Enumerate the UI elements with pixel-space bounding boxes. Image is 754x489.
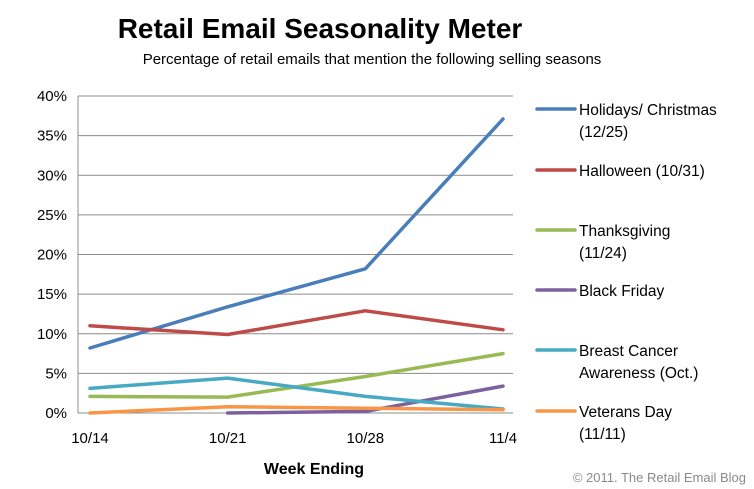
legend-label: (11/11)	[579, 426, 626, 443]
y-tick-label: 40%	[37, 88, 67, 105]
legend-item: Veterans Day (11/11)	[535, 404, 672, 443]
y-tick-label: 15%	[37, 286, 67, 303]
series-line	[88, 404, 505, 415]
series-line	[88, 376, 505, 411]
y-tick-label: 0%	[45, 405, 67, 422]
legend-item: Halloween (10/31)	[535, 163, 705, 180]
series-line	[88, 117, 505, 350]
x-tick-label: 10/28	[347, 430, 385, 447]
legend-label: Breast Cancer	[579, 343, 678, 360]
legend-item: Black Friday	[535, 283, 665, 300]
x-axis-label: Week Ending	[264, 461, 364, 478]
legend-label: (12/25)	[579, 124, 628, 141]
series-line	[88, 351, 505, 399]
legend-label: Halloween (10/31)	[579, 163, 705, 180]
chart-title: Retail Email Seasonality Meter	[118, 13, 523, 44]
x-axis-ticks: 10/14 10/21 10/28 11/4	[71, 430, 517, 447]
copyright-annotation: © 2011. The Retail Email Blog	[573, 470, 746, 485]
legend-item: Breast Cancer Awareness (Oct.)	[535, 343, 698, 382]
series-line	[88, 309, 505, 337]
gridlines	[77, 95, 513, 414]
legend: Holidays/ Christmas (12/25) Halloween (10/…	[535, 102, 717, 443]
y-tick-label: 35%	[37, 128, 67, 145]
y-axis-ticks: 0% 5% 10% 15% 20% 25% 30% 35% 40%	[37, 88, 67, 422]
x-tick-label: 10/14	[71, 430, 109, 447]
legend-label: Thanksgiving	[579, 223, 670, 240]
legend-label: Black Friday	[579, 283, 665, 300]
legend-label: (11/24)	[579, 245, 627, 262]
y-tick-label: 25%	[37, 207, 67, 224]
legend-label: Awareness (Oct.)	[579, 365, 698, 382]
series-line	[225, 384, 505, 415]
legend-label: Veterans Day	[579, 404, 672, 421]
x-tick-label: 10/21	[209, 430, 247, 447]
legend-item: Thanksgiving (11/24)	[535, 223, 670, 262]
legend-item: Holidays/ Christmas (12/25)	[535, 102, 717, 141]
legend-label: Holidays/ Christmas	[579, 102, 717, 119]
y-tick-label: 10%	[37, 326, 67, 343]
series-lines	[88, 117, 505, 415]
y-tick-label: 20%	[37, 247, 67, 264]
chart-subtitle: Percentage of retail emails that mention…	[143, 51, 602, 68]
y-tick-label: 30%	[37, 167, 67, 184]
x-tick-label: 11/4	[489, 430, 517, 447]
y-tick-label: 5%	[45, 365, 67, 382]
